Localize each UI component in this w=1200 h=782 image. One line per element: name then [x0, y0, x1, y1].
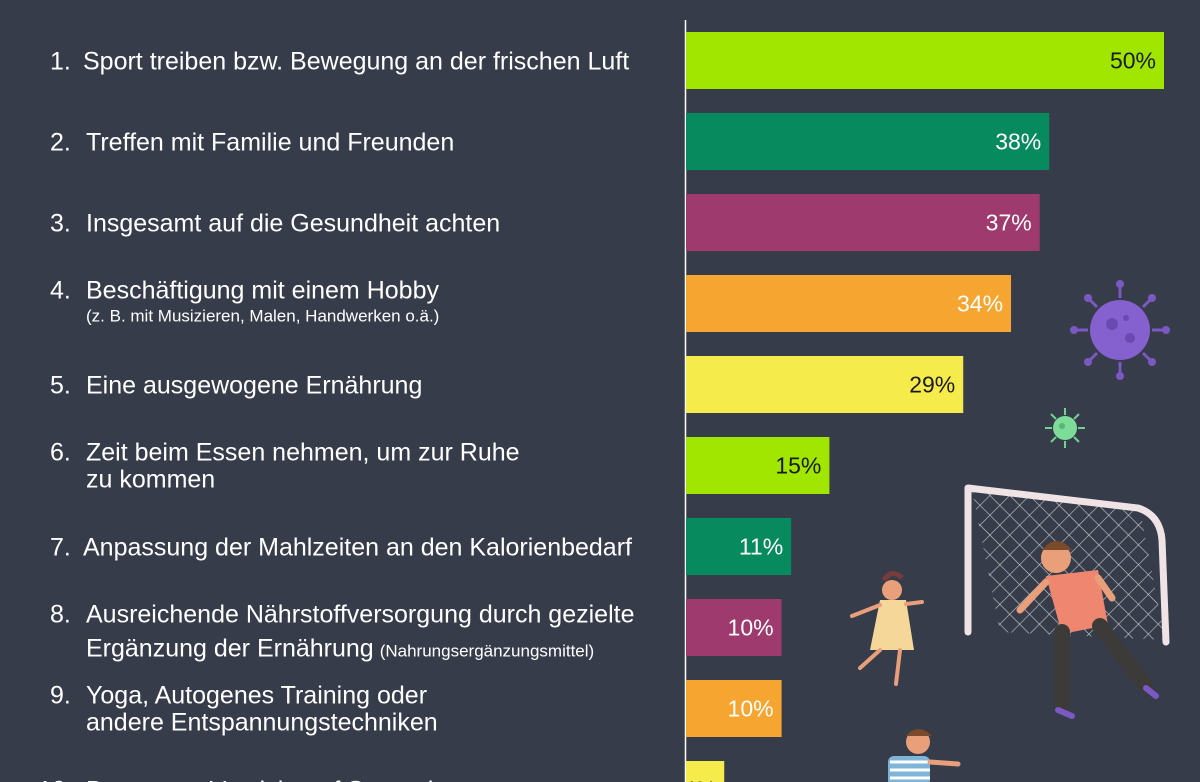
- bar-value-label-1: 50%: [1110, 48, 1156, 74]
- category-label-4-line-1: Beschäftigung mit einem Hobby: [86, 277, 439, 305]
- category-number-8: 8.: [50, 601, 71, 629]
- category-number-10: 10.: [38, 777, 73, 782]
- category-label-2-line-1: Treffen mit Familie und Freunden: [86, 129, 454, 157]
- category-label-7-line-1: Anpassung der Mahlzeiten an den Kalorien…: [83, 534, 632, 562]
- category-number-2: 2.: [50, 129, 71, 157]
- category-number-6: 6.: [50, 439, 71, 467]
- bar-7: [686, 518, 792, 575]
- bar-value-label-4: 34%: [957, 291, 1003, 317]
- bar-1: [686, 32, 1164, 89]
- bar-4: [686, 275, 1012, 332]
- category-number-1: 1.: [50, 48, 71, 76]
- bar-6: [686, 437, 830, 494]
- category-label-5-line-1: Eine ausgewogene Ernährung: [86, 372, 422, 400]
- bar-value-label-6: 15%: [775, 453, 821, 479]
- bar-value-label-5: 29%: [909, 372, 955, 398]
- category-label-1-line-1: Sport treiben bzw. Bewegung an der frisc…: [83, 48, 629, 76]
- category-inline-note-8: (Nahrungsergänzungsmittel): [380, 642, 595, 661]
- bar-3: [686, 194, 1040, 251]
- bar-8: [686, 599, 782, 656]
- bar-value-label-8: 10%: [728, 615, 774, 641]
- bar-value-label-3: 37%: [986, 210, 1032, 236]
- bar-value-label-9: 10%: [728, 696, 774, 722]
- category-label-3-line-1: Insgesamt auf die Gesundheit achten: [86, 210, 500, 238]
- category-number-3: 3.: [50, 210, 71, 238]
- category-label-8-line-2: Ergänzung der Ernährung: [86, 635, 374, 663]
- category-label-6-line-2: zu kommen: [86, 466, 215, 494]
- bar-value-label-10: 4%: [683, 777, 716, 782]
- bar-value-label-2: 38%: [995, 129, 1041, 155]
- category-label-8-line-1: Ausreichende Nährstoffversorgung durch g…: [86, 601, 634, 629]
- category-label-9-line-1: Yoga, Autogenes Training oder: [86, 682, 427, 710]
- category-number-5: 5.: [50, 372, 71, 400]
- category-label-9-line-2: andere Entspannungstechniken: [86, 709, 438, 737]
- category-label-6-line-1: Zeit beim Essen nehmen, um zur Ruhe: [86, 439, 520, 467]
- bar-value-label-7: 11%: [739, 534, 783, 560]
- bar-2: [686, 113, 1050, 170]
- bar-10: [686, 761, 725, 782]
- bar-5: [686, 356, 964, 413]
- category-number-7: 7.: [50, 534, 71, 562]
- category-number-4: 4.: [50, 277, 71, 305]
- bar-9: [686, 680, 782, 737]
- category-label-10-line-1: Bewusster Verzicht auf Smartphone: [86, 777, 483, 782]
- category-number-9: 9.: [50, 682, 71, 710]
- category-subtext-4: (z. B. mit Musizieren, Malen, Handwerken…: [86, 307, 439, 326]
